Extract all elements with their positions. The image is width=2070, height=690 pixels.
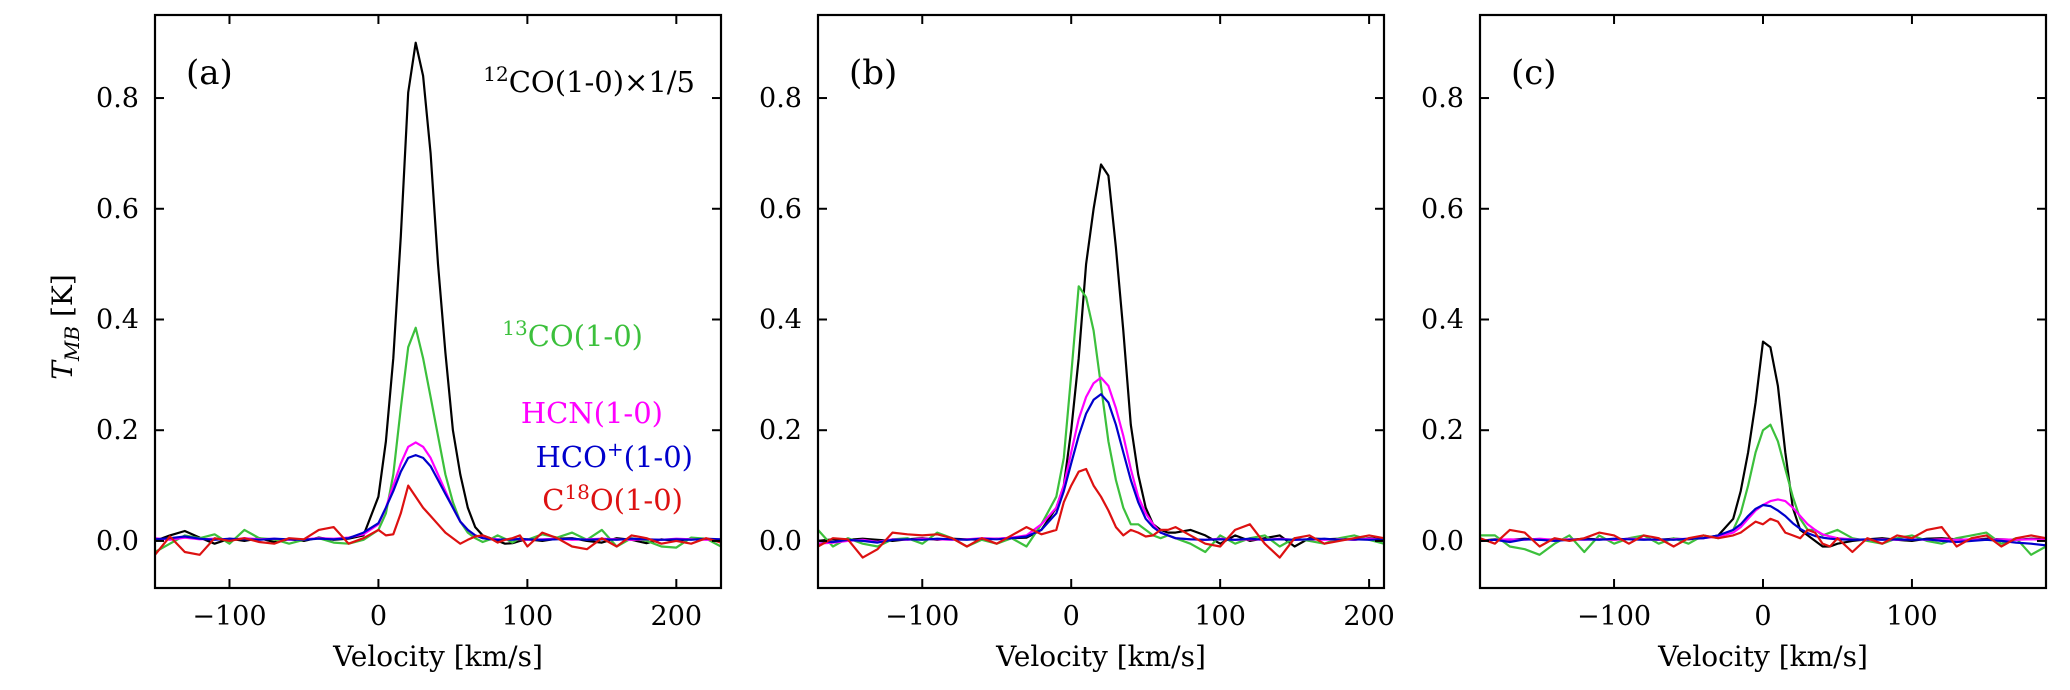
x-tick-label: −100 xyxy=(885,601,959,632)
x-tick-label: 200 xyxy=(1343,601,1395,632)
panel-a: −100 0 100 200 0.0 0.2 0.4 0.6 0.8 Velocity [km/s… xyxy=(96,13,723,673)
y-tick-label: 0.4 xyxy=(96,304,139,335)
x-tick-label: 0 xyxy=(1063,601,1080,632)
y-tick-label: 0.2 xyxy=(96,415,139,446)
plot-frame xyxy=(1478,13,2048,590)
series-line-co12 xyxy=(1479,340,2047,548)
x-tick-label: 0 xyxy=(370,601,387,632)
series-line-c18o xyxy=(154,484,722,556)
y-tick-label: 0.8 xyxy=(96,83,139,114)
x-tick-label: −100 xyxy=(1577,601,1651,632)
y-tick-label: 0.0 xyxy=(1421,526,1464,557)
x-tick-label: 100 xyxy=(502,601,554,632)
x-tick-label: 100 xyxy=(1194,601,1246,632)
series-line-c18o xyxy=(817,467,1385,559)
series-line-hcop xyxy=(1479,503,2047,547)
y-tick-label: 0.8 xyxy=(759,83,802,114)
plot-frame xyxy=(816,13,1386,590)
x-axis-label: Velocity [km/s] xyxy=(332,640,543,673)
legend-label-hcop: HCO+(1-0) xyxy=(536,437,693,474)
y-tick-label: 0.0 xyxy=(759,526,802,557)
series-line-hcop xyxy=(817,393,1385,544)
plot-frame xyxy=(153,13,723,590)
series-line-c18o xyxy=(1479,517,2047,554)
series-line-hcn xyxy=(817,376,1385,545)
legend-label-hcn: HCN(1-0) xyxy=(521,396,663,430)
y-tick-label: 0.0 xyxy=(96,526,139,557)
legend-label-c18o: C18O(1-0) xyxy=(542,480,683,517)
y-tick-label: 0.2 xyxy=(1421,415,1464,446)
panel-c: −100 0 100 0.0 0.2 0.4 0.6 0.8 Velocity [km/s] (c… xyxy=(1421,13,2048,673)
x-tick-label: 0 xyxy=(1754,601,1771,632)
series-line-co12 xyxy=(817,163,1385,548)
legend-label-co12: 12CO(1-0)×1/5 xyxy=(483,62,695,99)
panel-label: (c) xyxy=(1511,53,1557,93)
panel-label: (b) xyxy=(849,53,897,93)
panel-b: −100 0 100 200 0.0 0.2 0.4 0.6 0.8 Velocity [km/s… xyxy=(759,13,1395,673)
y-tick-label: 0.6 xyxy=(759,194,802,225)
x-tick-label: −100 xyxy=(192,601,266,632)
y-tick-label: 0.4 xyxy=(759,304,802,335)
y-tick-label: 0.6 xyxy=(1421,194,1464,225)
series-line-co13 xyxy=(1480,423,2047,556)
y-tick-label: 0.2 xyxy=(759,415,802,446)
x-tick-label: 200 xyxy=(651,601,703,632)
panel-label: (a) xyxy=(186,53,233,93)
y-tick-label: 0.6 xyxy=(96,194,139,225)
legend-label-co13: 13CO(1-0) xyxy=(502,316,643,353)
x-tick-label: 100 xyxy=(1886,601,1938,632)
y-tick-label: 0.8 xyxy=(1421,83,1464,114)
series-line-co13 xyxy=(817,285,1385,554)
x-axis-label: Velocity [km/s] xyxy=(1657,640,1868,673)
x-axis-label: Velocity [km/s] xyxy=(995,640,1206,673)
legend: 12CO(1-0)×1/5 13CO(1-0) HCN(1-0) HCO+(1-0) C… xyxy=(483,62,695,517)
series-line-co12 xyxy=(154,41,722,545)
y-axis-label: TMB [K] xyxy=(46,274,84,380)
y-tick-label: 0.4 xyxy=(1421,304,1464,335)
